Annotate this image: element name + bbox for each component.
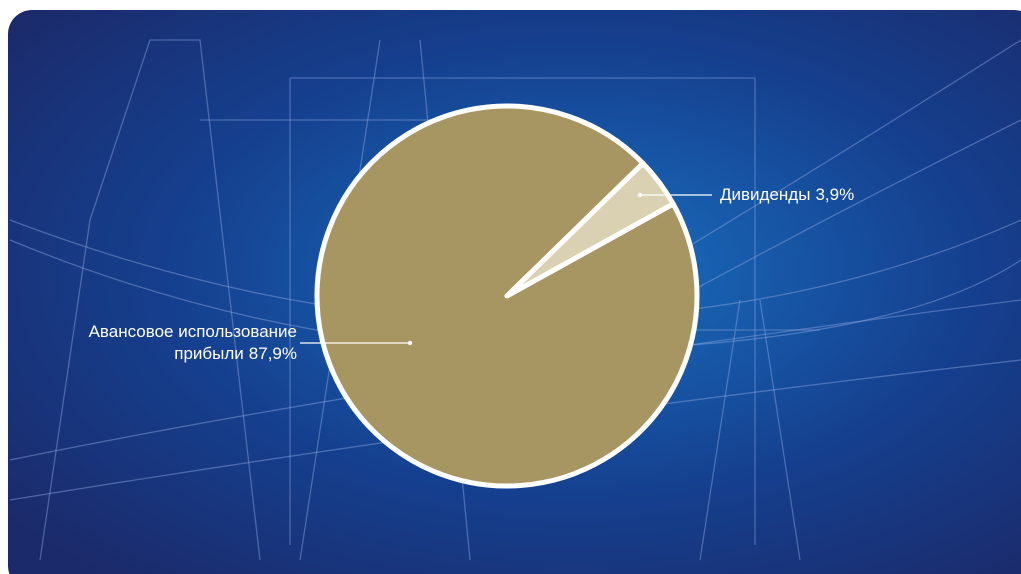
- slice-label: Дивиденды 3,9%: [720, 184, 980, 206]
- category-label: Авансовое использование прибыли: [88, 322, 297, 363]
- value-label: 87,9%: [248, 344, 297, 363]
- leader-dot: [637, 192, 643, 198]
- slice-label: Авансовое использование прибыли 87,9%: [17, 321, 297, 365]
- value-label: 3,9%: [815, 185, 855, 204]
- leader-dot: [407, 340, 413, 346]
- pie-slice: [504, 160, 676, 299]
- category-label: Дивиденды: [720, 185, 811, 204]
